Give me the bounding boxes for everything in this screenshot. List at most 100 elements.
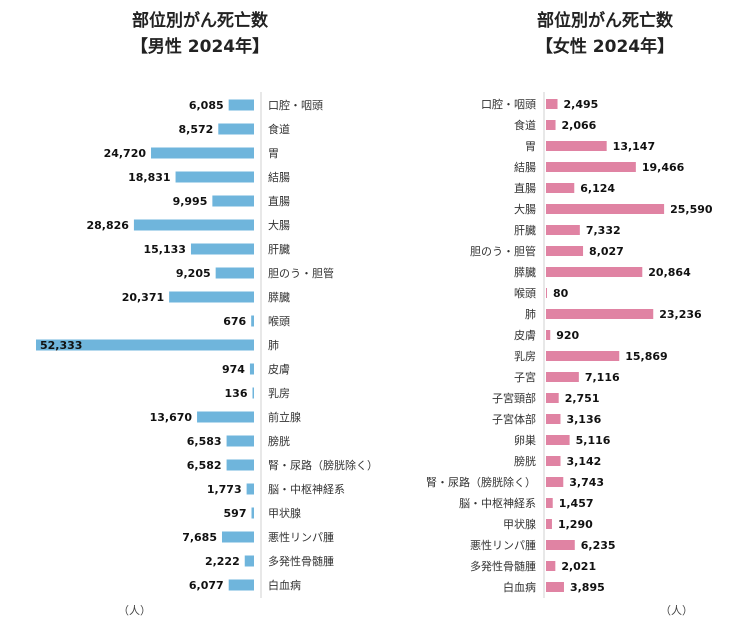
female-bar-11 — [546, 330, 551, 340]
female-bar-6 — [546, 225, 580, 235]
male-value-label-1: 8,572 — [178, 123, 213, 136]
male-category-label-6: 肝臓 — [268, 243, 290, 256]
male-value-label-19: 2,222 — [205, 555, 240, 568]
male-bar-9 — [251, 315, 254, 327]
male-value-label-12: 136 — [225, 387, 248, 400]
female-bar-0 — [546, 99, 558, 109]
male-value-label-0: 6,085 — [189, 99, 224, 112]
female-category-label-0: 口腔・咽頭 — [481, 97, 536, 111]
male-category-label-14: 膀胱 — [268, 434, 290, 448]
female-bar-17 — [546, 456, 561, 466]
female-value-label-6: 7,332 — [586, 224, 621, 237]
male-value-label-7: 9,205 — [176, 267, 211, 280]
female-bar-8 — [546, 267, 643, 277]
female-bar-2 — [546, 141, 607, 151]
male-category-label-0: 口腔・咽頭 — [268, 98, 323, 112]
female-value-label-1: 2,066 — [562, 119, 597, 132]
male-bar-13 — [197, 411, 254, 423]
male-value-label-18: 7,685 — [182, 531, 217, 544]
male-bar-8 — [169, 291, 254, 303]
female-bar-19 — [546, 498, 553, 508]
male-category-label-8: 膵臓 — [268, 291, 290, 304]
female-value-label-3: 19,466 — [642, 161, 685, 174]
female-bar-5 — [546, 204, 665, 214]
female-category-label-15: 子宮体部 — [492, 412, 536, 426]
female-value-label-5: 25,590 — [670, 203, 713, 216]
male-value-label-4: 9,995 — [173, 195, 208, 208]
male-bar-12 — [252, 387, 254, 399]
male-category-label-3: 結腸 — [268, 170, 290, 184]
female-value-label-10: 23,236 — [659, 308, 702, 321]
male-category-label-5: 大腸 — [268, 218, 290, 232]
female-value-label-13: 7,116 — [585, 371, 620, 384]
female-category-label-19: 脳・中枢神経系 — [459, 496, 536, 510]
male-category-label-16: 脳・中枢神経系 — [268, 482, 345, 496]
female-value-label-11: 920 — [556, 329, 579, 342]
female-value-label-17: 3,142 — [567, 455, 602, 468]
male-bar-3 — [175, 171, 254, 183]
male-category-label-15: 腎・尿路（膀胱除く） — [268, 458, 378, 472]
female-category-label-18: 腎・尿路（膀胱除く） — [426, 475, 536, 489]
female-category-label-2: 胃 — [525, 140, 536, 153]
male-value-label-5: 28,826 — [86, 219, 129, 232]
male-value-label-13: 13,670 — [150, 411, 193, 424]
female-bar-4 — [546, 183, 575, 193]
female-value-label-2: 13,147 — [613, 140, 655, 153]
female-value-label-15: 3,136 — [566, 413, 601, 426]
male-bar-18 — [221, 531, 254, 543]
female-bar-21 — [546, 540, 575, 550]
female-category-label-21: 悪性リンパ腫 — [470, 538, 536, 552]
female-value-label-21: 6,235 — [581, 539, 616, 552]
male-value-label-11: 974 — [222, 363, 245, 376]
female-value-label-9: 80 — [553, 287, 569, 300]
female-value-label-18: 3,743 — [569, 476, 604, 489]
female-category-label-16: 卵巣 — [514, 434, 536, 447]
female-bar-23 — [546, 582, 564, 592]
female-bar-3 — [546, 162, 636, 172]
female-category-label-3: 結腸 — [514, 160, 536, 174]
female-bar-13 — [546, 372, 579, 382]
female-bar-9 — [546, 288, 547, 298]
male-value-label-2: 24,720 — [104, 147, 147, 160]
male-category-label-18: 悪性リンパ腫 — [268, 530, 334, 544]
male-value-label-16: 1,773 — [207, 483, 242, 496]
male-value-label-6: 15,133 — [144, 243, 186, 256]
female-value-label-20: 1,290 — [558, 518, 593, 531]
male-category-label-4: 直腸 — [268, 194, 290, 208]
female-category-label-11: 皮膚 — [514, 328, 536, 342]
female-value-label-0: 2,495 — [564, 98, 599, 111]
female-category-label-10: 肺 — [525, 308, 536, 321]
male-value-label-8: 20,371 — [122, 291, 164, 304]
male-category-label-2: 胃 — [268, 147, 279, 160]
male-bar-5 — [133, 219, 254, 231]
female-category-label-8: 膵臓 — [514, 266, 536, 279]
male-bar-4 — [212, 195, 254, 207]
male-bar-7 — [215, 267, 254, 279]
male-category-label-10: 肺 — [268, 339, 279, 352]
male-bar-14 — [226, 435, 254, 447]
male-category-label-19: 多発性骨髄腫 — [268, 554, 334, 568]
male-bar-16 — [246, 483, 254, 495]
female-bar-16 — [546, 435, 570, 445]
male-bar-6 — [190, 243, 254, 255]
male-bar-19 — [244, 555, 254, 567]
male-category-label-17: 甲状腺 — [268, 506, 301, 520]
female-category-label-7: 胆のう・胆管 — [470, 244, 536, 258]
male-bar-10 — [36, 339, 254, 351]
female-category-label-9: 喉頭 — [514, 287, 536, 300]
male-bar-17 — [251, 507, 254, 519]
male-value-label-9: 676 — [223, 315, 246, 328]
female-category-label-5: 大腸 — [514, 202, 536, 216]
female-value-label-16: 5,116 — [576, 434, 611, 447]
female-category-label-13: 子宮 — [514, 370, 536, 384]
female-bar-12 — [546, 351, 620, 361]
male-value-label-17: 597 — [224, 507, 247, 520]
female-unit-label: （人） — [660, 604, 693, 617]
female-chart-title: 部位別がん死亡数 【女性 2024年】 — [500, 8, 710, 60]
female-title-line1: 部位別がん死亡数 — [537, 11, 673, 31]
male-bar-15 — [226, 459, 254, 471]
female-value-label-14: 2,751 — [565, 392, 600, 405]
female-value-label-7: 8,027 — [589, 245, 624, 258]
male-value-label-20: 6,077 — [189, 579, 224, 592]
